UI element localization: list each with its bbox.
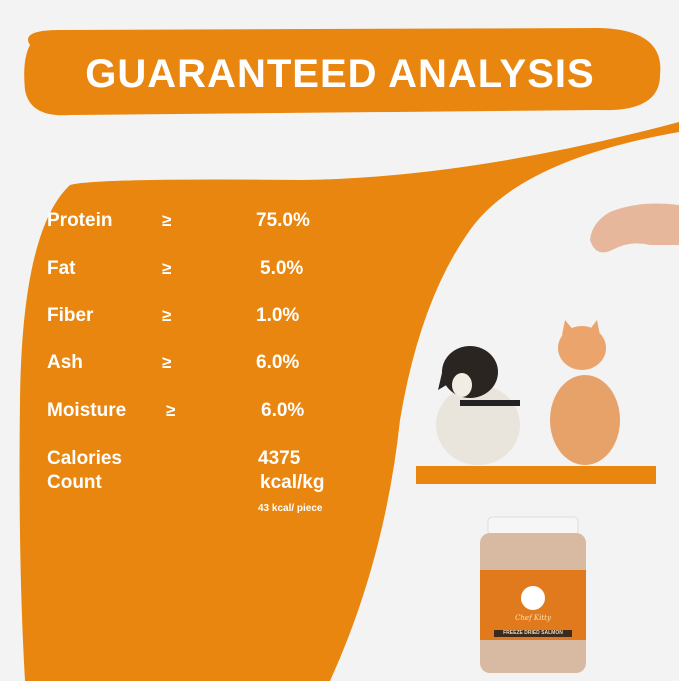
- nutrient-label-fiber: Fiber: [47, 305, 94, 326]
- symbol-fat: ≥: [162, 259, 172, 278]
- nutrient-label-moisture: Moisture: [47, 400, 127, 421]
- nutrient-label-fat: Fat: [47, 258, 76, 279]
- page-title: GUARANTEED ANALYSIS: [85, 52, 595, 96]
- dog-image: [436, 346, 520, 465]
- nutrient-label-protein: Protein: [47, 210, 113, 231]
- value-fiber: 1.0%: [256, 305, 300, 326]
- cat-image: [550, 320, 620, 465]
- calories-unit: kcal/kg: [260, 472, 325, 493]
- shelf: [416, 466, 656, 484]
- value-moisture: 6.0%: [261, 400, 305, 421]
- symbol-ash: ≥: [162, 353, 172, 372]
- calories-label-line1: Calories: [47, 448, 122, 469]
- value-ash: 6.0%: [256, 352, 300, 373]
- calories-label-line2: Count: [47, 472, 102, 493]
- jar-brand-label: Chef Kitty: [515, 614, 551, 622]
- symbol-moisture: ≥: [166, 401, 176, 420]
- calories-per-piece: 43 kcal/ piece: [258, 503, 323, 514]
- hand-image: [590, 203, 679, 253]
- value-fat: 5.0%: [260, 258, 304, 279]
- symbol-protein: ≥: [162, 211, 172, 230]
- value-protein: 75.0%: [256, 210, 310, 231]
- title-banner: [24, 28, 661, 116]
- jar-product-name: FREEZE DRIED SALMON: [503, 630, 563, 636]
- nutrient-label-ash: Ash: [47, 352, 83, 373]
- symbol-fiber: ≥: [162, 306, 172, 325]
- product-jar-image: [480, 516, 586, 673]
- calories-value: 4375: [258, 448, 301, 469]
- orange-blob: [19, 122, 679, 681]
